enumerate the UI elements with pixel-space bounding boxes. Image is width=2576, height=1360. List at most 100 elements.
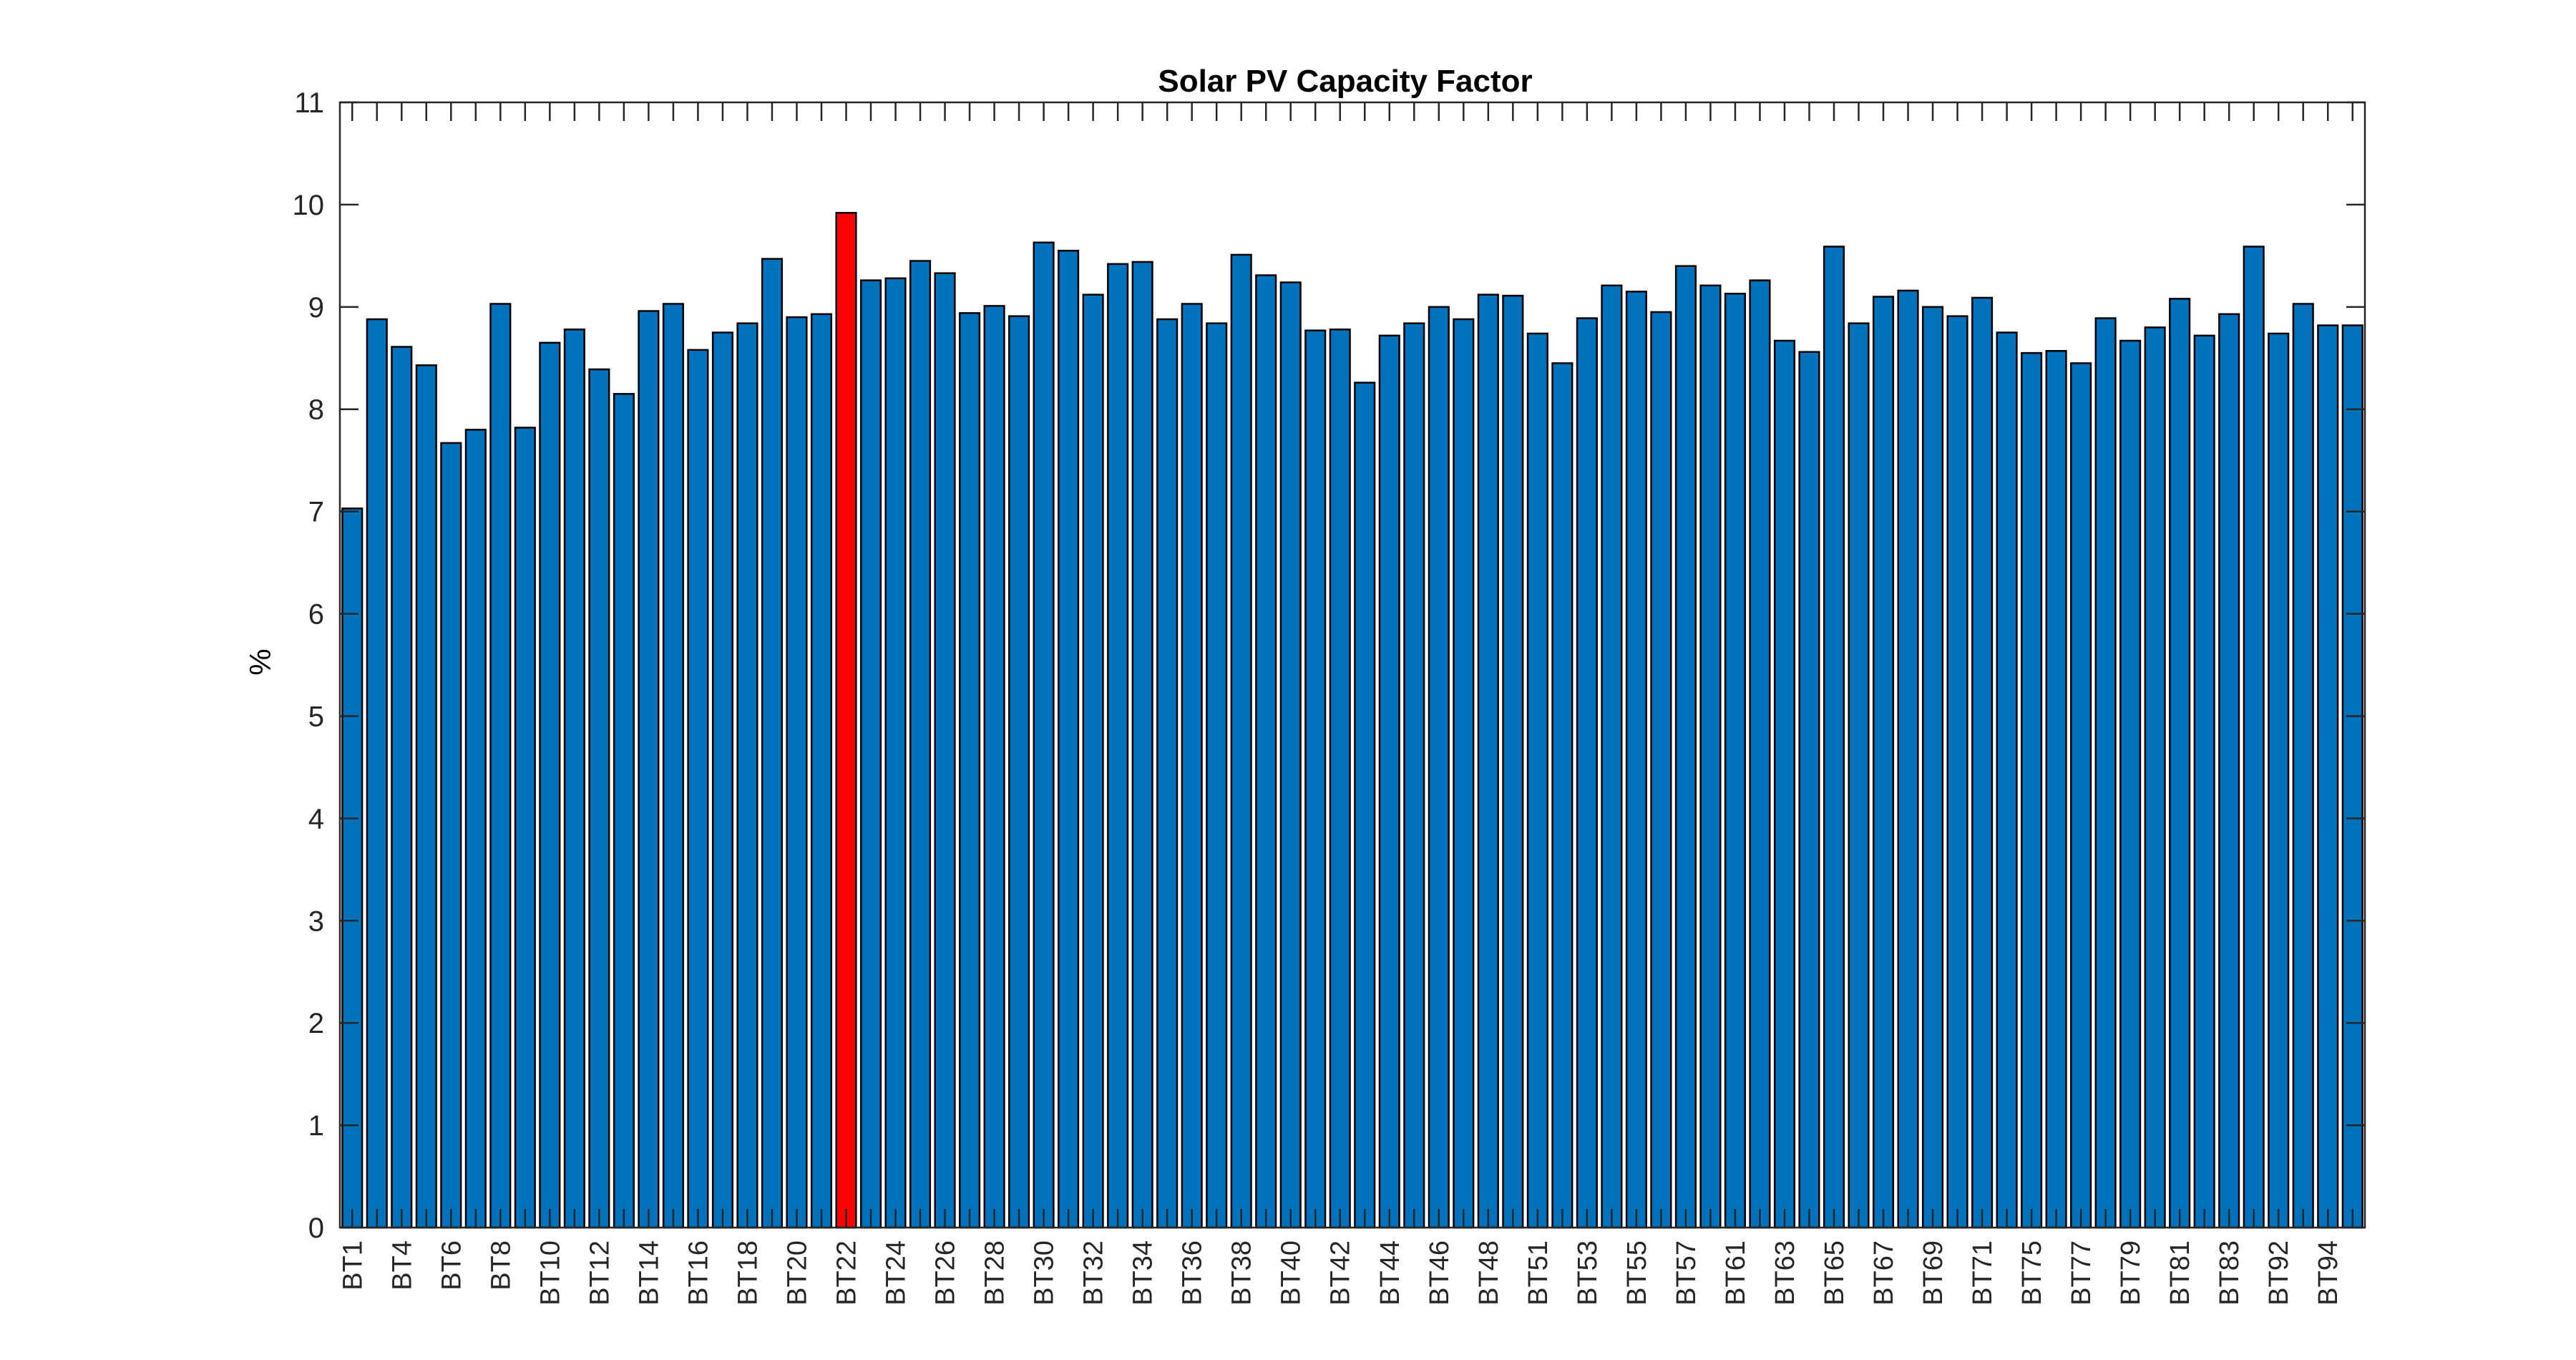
bar xyxy=(1773,339,1796,1229)
x-tick-label: BT75 xyxy=(2017,1240,2047,1306)
y-tick-label: 7 xyxy=(308,497,324,528)
bar xyxy=(2193,334,2215,1229)
x-tick-label: BT24 xyxy=(882,1240,912,1306)
x-tick-label: BT12 xyxy=(585,1240,615,1306)
bar xyxy=(786,316,808,1229)
bar xyxy=(489,303,512,1229)
bar xyxy=(1477,293,1499,1229)
x-tick-label: BT77 xyxy=(2067,1240,2097,1306)
bar xyxy=(415,364,437,1229)
x-tick-label: BT20 xyxy=(782,1240,812,1306)
bar xyxy=(1674,265,1697,1229)
bar xyxy=(2070,362,2092,1229)
bar xyxy=(440,442,462,1229)
x-tick-label: BT10 xyxy=(535,1240,565,1306)
bar xyxy=(2119,339,2142,1229)
x-tick-label: BT48 xyxy=(1474,1240,1504,1306)
bar xyxy=(1131,261,1153,1229)
bar xyxy=(1058,249,1080,1229)
bar xyxy=(2021,351,2043,1229)
bar xyxy=(1798,351,1820,1229)
bar xyxy=(2243,246,2265,1229)
x-tick-label: BT79 xyxy=(2116,1240,2146,1306)
y-axis-label: % xyxy=(243,649,277,675)
bar xyxy=(1576,317,1598,1229)
bar xyxy=(1230,253,1252,1229)
x-tick-label: BT69 xyxy=(1918,1240,1948,1306)
bar xyxy=(1823,246,1845,1229)
x-tick-label: BT65 xyxy=(1820,1240,1850,1306)
bar xyxy=(1650,311,1672,1229)
bar xyxy=(959,312,981,1229)
bar xyxy=(1181,303,1203,1229)
bar xyxy=(2341,324,2363,1229)
bar xyxy=(2268,332,2290,1229)
bar xyxy=(1601,284,1623,1229)
x-tick-label: BT32 xyxy=(1079,1240,1109,1306)
bar xyxy=(884,277,907,1229)
x-tick-label: BT83 xyxy=(2215,1240,2245,1306)
bar xyxy=(366,318,388,1229)
y-tick-label: 6 xyxy=(308,599,324,631)
bar xyxy=(1354,382,1376,1229)
bar xyxy=(1897,289,1919,1229)
bar xyxy=(1625,291,1647,1229)
bar xyxy=(1749,279,1771,1229)
x-tick-label: BT36 xyxy=(1178,1240,1208,1306)
x-tick-label: BT40 xyxy=(1277,1240,1307,1306)
bar xyxy=(736,322,758,1229)
bar xyxy=(1872,296,1895,1229)
x-tick-label: BT4 xyxy=(387,1240,417,1291)
bar xyxy=(1107,263,1129,1229)
x-tick-label: BT67 xyxy=(1869,1240,1899,1306)
x-tick-label: BT46 xyxy=(1425,1240,1455,1306)
x-tick-label: BT92 xyxy=(2264,1240,2294,1306)
bar xyxy=(909,260,932,1229)
bar xyxy=(539,341,561,1229)
x-tick-label: BT81 xyxy=(2165,1240,2195,1306)
x-tick-label: BT53 xyxy=(1573,1240,1603,1306)
x-tick-label: BT14 xyxy=(634,1240,664,1306)
x-tick-label: BT61 xyxy=(1721,1240,1751,1306)
bar xyxy=(1971,296,1994,1229)
bar xyxy=(810,313,833,1229)
bar xyxy=(1255,274,1277,1229)
bar xyxy=(1329,329,1351,1229)
bar xyxy=(662,303,684,1229)
plot-area-box xyxy=(338,101,2366,1229)
bar xyxy=(2317,324,2339,1229)
y-tick-label: 0 xyxy=(308,1213,324,1244)
y-tick-label: 2 xyxy=(308,1008,324,1039)
bar xyxy=(2218,313,2240,1229)
chart-title: Solar PV Capacity Factor xyxy=(1158,64,1532,99)
bars-group xyxy=(341,212,2363,1229)
bar xyxy=(1033,241,1055,1229)
bar xyxy=(934,272,956,1229)
x-tick-label: BT71 xyxy=(1968,1240,1998,1306)
bar xyxy=(1996,331,2018,1229)
bar xyxy=(1304,329,1327,1229)
bar xyxy=(1082,293,1104,1229)
x-tick-label: BT34 xyxy=(1128,1240,1158,1306)
bar xyxy=(983,305,1005,1229)
bar xyxy=(1403,322,1425,1229)
bar xyxy=(2169,298,2191,1229)
bar xyxy=(1453,318,1475,1229)
bar xyxy=(1526,332,1548,1229)
y-tick-label: 11 xyxy=(294,87,324,119)
bar xyxy=(1156,318,1179,1229)
bar xyxy=(761,258,784,1229)
bar xyxy=(1206,322,1228,1229)
bar xyxy=(1551,362,1574,1229)
bar xyxy=(638,310,660,1229)
x-tick-label: BT16 xyxy=(683,1240,713,1306)
bar xyxy=(588,368,610,1229)
bar xyxy=(613,393,635,1229)
bar xyxy=(1848,322,1870,1229)
x-tick-labels: BT1 BT4 BT6 BT8 BT10 BT12 BT14 BT16 BT18 BT20 BT22… xyxy=(338,1240,2343,1306)
bar xyxy=(1428,306,1450,1229)
y-tick-label: 8 xyxy=(308,394,324,426)
x-tick-label: BT30 xyxy=(1030,1240,1060,1306)
x-tick-label: BT22 xyxy=(832,1240,862,1306)
